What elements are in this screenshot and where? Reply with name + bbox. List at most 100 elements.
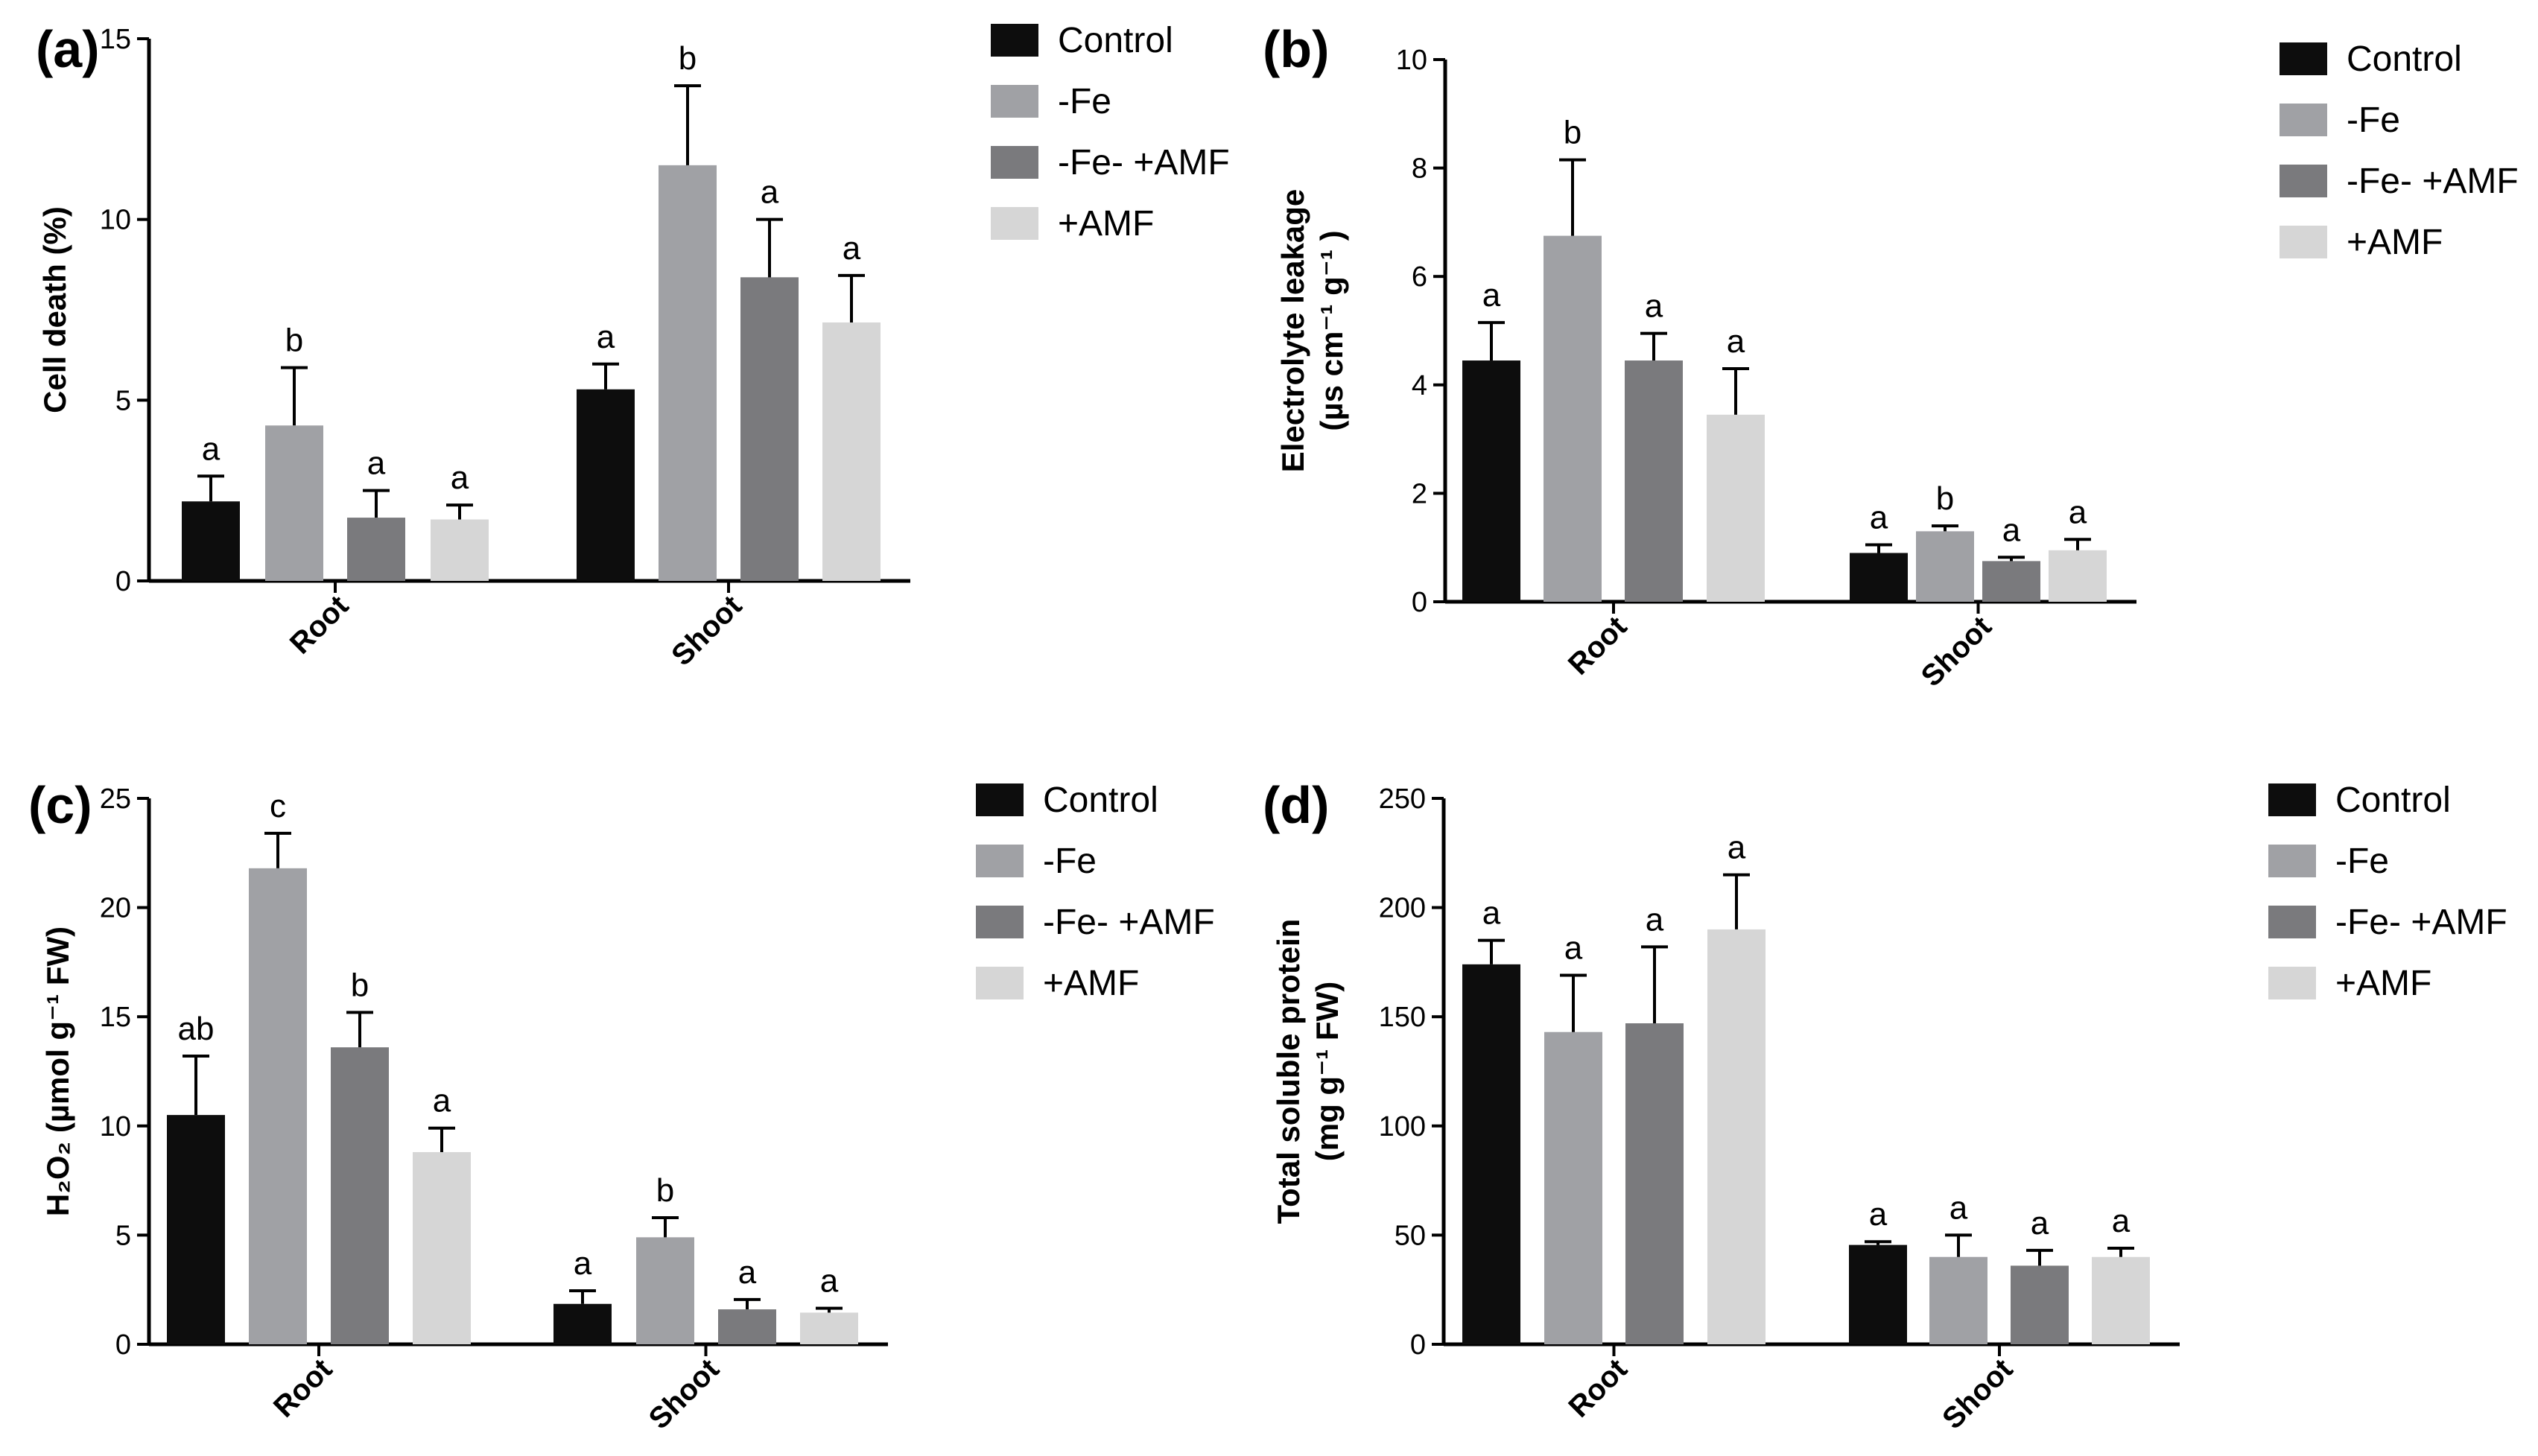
y-axis-title-units: (mg g⁻¹ FW)	[1310, 982, 1345, 1161]
legend-swatch	[2280, 226, 2327, 258]
bar-root-3	[431, 519, 489, 581]
bar-root-3	[413, 1151, 471, 1344]
significance-letter: a	[738, 1254, 757, 1291]
bar-root-0	[1462, 964, 1520, 1344]
panel-label: (b)	[1263, 20, 1329, 78]
significance-letter: a	[202, 430, 221, 467]
bar-shoot-2	[1982, 561, 2040, 602]
significance-letter: a	[2031, 1205, 2049, 1242]
y-tick-label: 8	[1412, 153, 1427, 185]
y-tick-label: 0	[115, 1329, 131, 1361]
y-tick-label: 200	[1379, 893, 1426, 924]
y-tick-label: 15	[100, 24, 131, 55]
legend-label: Control	[2335, 781, 2451, 820]
bar-root-3	[1707, 929, 1766, 1344]
bar-root-0	[167, 1115, 225, 1344]
bar-shoot-0	[577, 389, 635, 581]
legend-label: Control	[1043, 781, 1158, 820]
significance-letter: b	[1936, 480, 1954, 517]
bar-shoot-1	[636, 1237, 694, 1344]
category-label-root: Root	[1562, 610, 1634, 681]
significance-letter: a	[1727, 323, 1745, 360]
bar-root-2	[331, 1047, 389, 1344]
legend-label: +AMF	[1043, 964, 1139, 1003]
legend-swatch	[991, 24, 1038, 57]
y-tick-label: 5	[115, 385, 131, 416]
significance-letter: a	[1728, 830, 1746, 866]
legend-label: -Fe- +AMF	[1043, 903, 1215, 942]
legend-label: +AMF	[1058, 204, 1154, 244]
legend-label: -Fe- +AMF	[2335, 903, 2507, 942]
y-tick-label: 100	[1379, 1111, 1426, 1142]
legend-swatch	[2268, 845, 2316, 877]
legend-swatch	[991, 146, 1038, 179]
significance-letter: a	[1646, 901, 1664, 938]
y-tick-label: 10	[100, 205, 131, 236]
panel-label: (a)	[36, 20, 100, 78]
y-tick-label: 0	[115, 566, 131, 597]
y-tick-label: 2	[1412, 478, 1427, 509]
significance-letter: b	[285, 322, 303, 359]
significance-letter: a	[843, 230, 861, 267]
significance-letter: a	[367, 445, 386, 482]
y-axis-title: Electrolyte leakage	[1275, 189, 1310, 473]
bar-root-1	[265, 425, 323, 581]
significance-letter: a	[1869, 1196, 1888, 1233]
legend-label: -Fe	[1058, 82, 1111, 121]
significance-letter: a	[1645, 288, 1663, 325]
significance-letter: a	[1949, 1189, 1968, 1226]
chart-panel-b: (b) 0 2 4 6 8 10 Electrolyte leakage (µs cm⁻¹ g⁻…	[1263, 20, 2519, 693]
significance-letter: a	[597, 319, 615, 355]
legend-swatch	[2280, 42, 2327, 75]
chart-panel-a: (a) 0 5 10 15 Cell death (%) a a b b a a a a Root Shoot…	[36, 20, 1230, 672]
bar-root-2	[1625, 360, 1683, 602]
bar-shoot-0	[1850, 553, 1908, 602]
chart-panel-d: (d) 0 50 100 150 200 250 Total soluble protein(…	[1263, 776, 2507, 1435]
category-label-shoot: Shoot	[1915, 610, 1998, 693]
significance-letter: a	[2112, 1203, 2131, 1239]
bar-shoot-3	[822, 322, 881, 581]
significance-letter: a	[820, 1263, 839, 1300]
significance-letter: a	[2002, 512, 2021, 548]
legend-swatch	[2268, 783, 2316, 816]
category-label-shoot: Shoot	[665, 589, 748, 672]
bar-shoot-0	[1849, 1244, 1907, 1344]
y-tick-label: 10	[100, 1111, 131, 1142]
bar-shoot-2	[2011, 1265, 2069, 1344]
bar-shoot-1	[659, 165, 717, 581]
bar-shoot-3	[2049, 550, 2107, 602]
y-tick-label: 10	[1396, 45, 1427, 76]
category-label-shoot: Shoot	[643, 1352, 726, 1435]
y-tick-label: 0	[1412, 587, 1427, 618]
y-tick-label: 4	[1412, 370, 1427, 401]
bar-root-2	[1625, 1023, 1684, 1344]
legend-swatch	[2268, 967, 2316, 999]
significance-letter: a	[433, 1083, 451, 1119]
legend-swatch	[976, 906, 1024, 938]
panel-label: (c)	[28, 776, 92, 834]
legend-swatch	[976, 783, 1024, 816]
significance-letter: a	[1564, 929, 1583, 966]
bar-shoot-0	[553, 1303, 612, 1344]
legend-label: -Fe	[2347, 101, 2400, 140]
category-label-shoot: Shoot	[1936, 1352, 2019, 1435]
legend-label: +AMF	[2335, 964, 2431, 1003]
category-label-root: Root	[267, 1352, 339, 1424]
legend-label: -Fe- +AMF	[1058, 143, 1230, 182]
legend-swatch	[976, 845, 1024, 877]
chart-panel-c: (c) 0 5 10 15 20 25 H₂O₂ (µmol g⁻¹ FW) ab a c b b a a a…	[28, 776, 1215, 1435]
legend-swatch	[991, 207, 1038, 240]
significance-letter: b	[351, 967, 369, 1003]
legend-label: Control	[2347, 39, 2462, 79]
y-tick-label: 6	[1412, 261, 1427, 293]
bar-root-2	[347, 518, 405, 581]
bar-shoot-1	[1929, 1256, 1987, 1344]
bar-root-3	[1707, 414, 1765, 602]
y-axis-title: H₂O₂ (µmol g⁻¹ FW)	[40, 926, 75, 1216]
bar-root-1	[249, 868, 307, 1344]
legend-label: -Fe- +AMF	[2347, 162, 2519, 201]
bar-root-1	[1544, 235, 1602, 602]
y-tick-label: 5	[115, 1220, 131, 1251]
significance-letter: a	[574, 1245, 592, 1282]
